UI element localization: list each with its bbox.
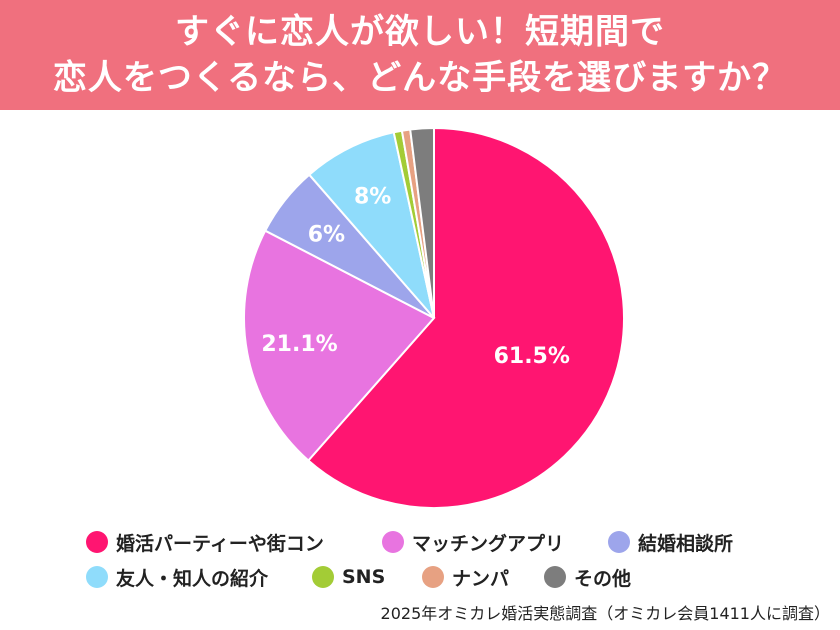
- legend-row-2: 友人・知人の紹介 SNS ナンパ その他: [86, 562, 806, 592]
- legend-label: 婚活パーティーや街コン: [116, 532, 324, 555]
- legend-label: 友人・知人の紹介: [116, 567, 269, 590]
- legend-swatch: [544, 566, 566, 588]
- source-note: 2025年オミカレ婚活実態調査（オミカレ会員1411人に調査）: [380, 604, 830, 623]
- legend-label: マッチングアプリ: [412, 532, 565, 555]
- legend-label: 結婚相談所: [638, 532, 734, 555]
- pie-data-label-0: 61.5%: [494, 344, 570, 369]
- legend-item-konkatsu-party: 婚活パーティーや街コン: [86, 527, 324, 557]
- legend-label: SNS: [342, 566, 386, 588]
- legend-item-friend-intro: 友人・知人の紹介: [86, 562, 268, 592]
- legend-swatch: [86, 531, 108, 553]
- pie-data-label-1: 21.1%: [261, 332, 337, 357]
- legend-item-marriage-agency: 結婚相談所: [608, 527, 733, 557]
- pie-data-label-3: 8%: [354, 185, 391, 210]
- pie-slice-1: [243, 229, 436, 462]
- chart-title: すぐに恋人が欲しい！短期間で 恋人をつくるなら、どんな手段を選びますか？: [0, 0, 840, 110]
- legend-swatch: [312, 566, 334, 588]
- legend-label: その他: [574, 567, 632, 590]
- legend-swatch: [382, 531, 404, 553]
- legend-item-sns: SNS: [312, 562, 385, 592]
- pie-slice-6: [409, 126, 435, 319]
- title-line-1: すぐに恋人が欲しい！短期間で: [175, 12, 665, 52]
- legend-label: ナンパ: [452, 567, 510, 590]
- legend-item-matching-app: マッチングアプリ: [382, 527, 564, 557]
- title-line-2: 恋人をつくるなら、どんな手段を選びますか？: [52, 58, 788, 98]
- legend-item-other: その他: [544, 562, 631, 592]
- pie-slice-0: [306, 126, 625, 509]
- pie-chart: 61.5% 21.1% 6% 8%: [243, 126, 625, 509]
- pie-data-label-2: 6%: [308, 222, 345, 247]
- legend-swatch: [86, 566, 108, 588]
- legend-swatch: [608, 531, 630, 553]
- legend-item-nanpa: ナンパ: [422, 562, 509, 592]
- legend-row-1: 婚活パーティーや街コン マッチングアプリ 結婚相談所: [86, 527, 806, 557]
- legend-swatch: [422, 566, 444, 588]
